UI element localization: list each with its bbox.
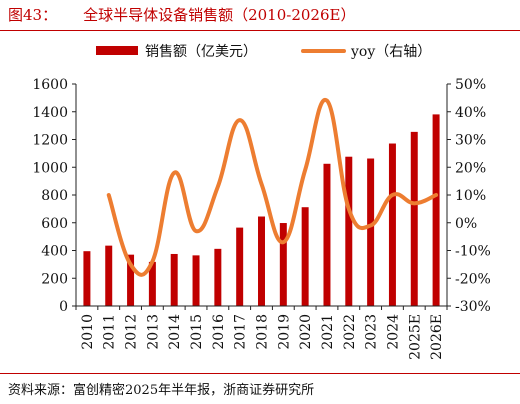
legend-label-line: yoy（右轴） [350, 44, 431, 60]
left-tick-label: 400 [41, 244, 68, 260]
right-tick-label: -30% [455, 299, 491, 315]
x-tick-label: 2023 [364, 314, 380, 350]
x-tick-label: 2019 [276, 314, 292, 350]
bar [323, 163, 331, 306]
left-tick-label: 800 [41, 188, 68, 204]
x-tick-label: 2022 [342, 314, 358, 350]
right-tick-label: 20% [455, 160, 486, 176]
x-tick-label: 2025E [407, 314, 423, 360]
bar [214, 248, 222, 306]
source-rule [0, 373, 520, 374]
x-tick-label: 2024 [385, 314, 401, 350]
x-tick-label: 2021 [320, 314, 336, 350]
bar [127, 254, 135, 306]
bar [301, 207, 309, 306]
bar [345, 156, 353, 306]
left-tick-label: 1000 [32, 160, 68, 176]
chart-title: 图43： 全球半导体设备销售额（2010-2026E） [8, 4, 355, 25]
right-tick-label: 10% [455, 188, 486, 204]
bar [170, 253, 178, 306]
x-tick-label: 2012 [124, 314, 140, 350]
bar [236, 227, 244, 306]
bar [410, 131, 418, 306]
x-tick-label: 2017 [233, 314, 249, 350]
left-tick-label: 1600 [32, 77, 68, 93]
bar [279, 223, 287, 306]
bar [367, 158, 375, 306]
bar [83, 251, 91, 306]
right-tick-label: -10% [455, 244, 491, 260]
x-tick-label: 2026E [429, 314, 445, 360]
bar [105, 245, 113, 306]
left-tick-label: 600 [41, 216, 68, 232]
legend-swatch-bar [96, 46, 138, 55]
bar [388, 143, 396, 306]
right-tick-label: 40% [455, 105, 486, 121]
line-series [106, 97, 439, 277]
axes: 0 200 400 600 800 1000 1200 1400 1600 -30% -20% -10… [32, 77, 491, 360]
left-tick-label: 1200 [32, 133, 68, 149]
bar [192, 255, 200, 306]
x-tick-label: 2020 [298, 314, 314, 350]
x-tick-label: 2016 [211, 314, 227, 350]
right-tick-label: 50% [455, 77, 486, 93]
source-note: 资料来源：富创精密2025年半年报，浙商证券研究所 [8, 383, 315, 398]
left-tick-label: 1400 [32, 105, 68, 121]
bar-series [83, 114, 440, 306]
x-tick-label: 2014 [167, 314, 183, 350]
title-rule [0, 30, 520, 31]
x-tick-label: 2010 [80, 314, 96, 350]
figure-label: 图43： [8, 6, 58, 24]
left-tick-label: 200 [41, 271, 68, 287]
legend: 销售额（亿美元） yoy（右轴） [96, 44, 431, 60]
right-tick-label: -20% [455, 271, 491, 287]
right-tick-label: 30% [455, 133, 486, 149]
figure-title: 全球半导体设备销售额（2010-2026E） [83, 6, 356, 24]
left-tick-label: 0 [59, 299, 68, 315]
x-tick-label: 2015 [189, 314, 205, 350]
yoy-line [106, 97, 439, 277]
right-tick-label: 0% [455, 216, 477, 232]
bar [258, 216, 265, 306]
x-tick-label: 2013 [145, 314, 161, 350]
bar [148, 261, 156, 306]
bar [432, 114, 440, 306]
x-tick-label: 2011 [102, 314, 118, 350]
legend-label-bar: 销售额（亿美元） [145, 44, 257, 60]
x-tick-label: 2018 [255, 314, 271, 350]
